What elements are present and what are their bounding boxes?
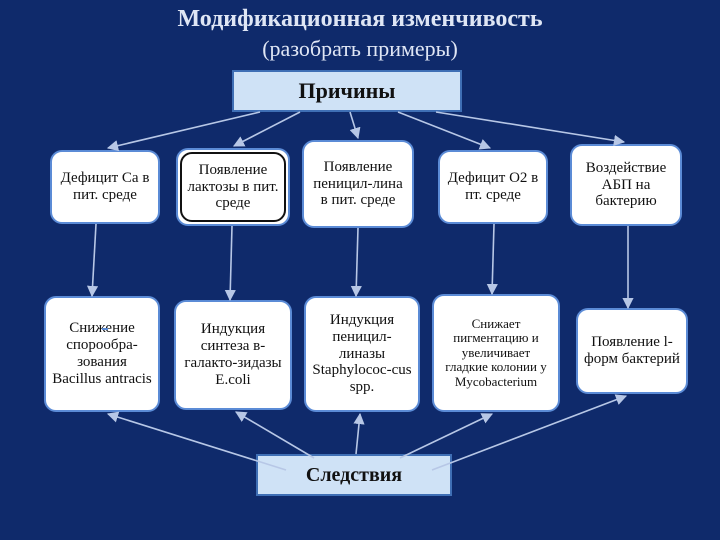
page-title-line2: (разобрать примеры) — [0, 36, 720, 62]
page-title-line1: Модификационная изменчивость — [0, 6, 720, 33]
effect-node-penicillinase: Индукция пеницил-линазы Staphylococ-cus … — [304, 296, 420, 412]
effect-node-galactosidase: Индукция синтеза в-галакто-зидазы E.coli — [174, 300, 292, 410]
cause-node-ca-deficit: Дефицит Ca в пит. среде — [50, 150, 160, 224]
cause-node-penicillin: Появление пеницил-лина в пит. среде — [302, 140, 414, 228]
effect-node-l-forms: Появление l-форм бактерий — [576, 308, 688, 394]
causes-header: Причины — [232, 70, 462, 112]
cause-node-lactose-highlight — [180, 152, 286, 222]
cause-node-o2-deficit: Дефицит O2 в пт. среде — [438, 150, 548, 224]
effect-node-pigmentation: Снижает пигментацию и увеличивает гладки… — [432, 294, 560, 412]
effect-node-sporulation: Снижение спорообра-зования Bacillus antr… — [44, 296, 160, 412]
effect-node-sporulation-mark — [102, 328, 108, 330]
cause-node-abp: Воздействие АБП на бактерию — [570, 144, 682, 226]
effects-header: Следствия — [256, 454, 452, 496]
